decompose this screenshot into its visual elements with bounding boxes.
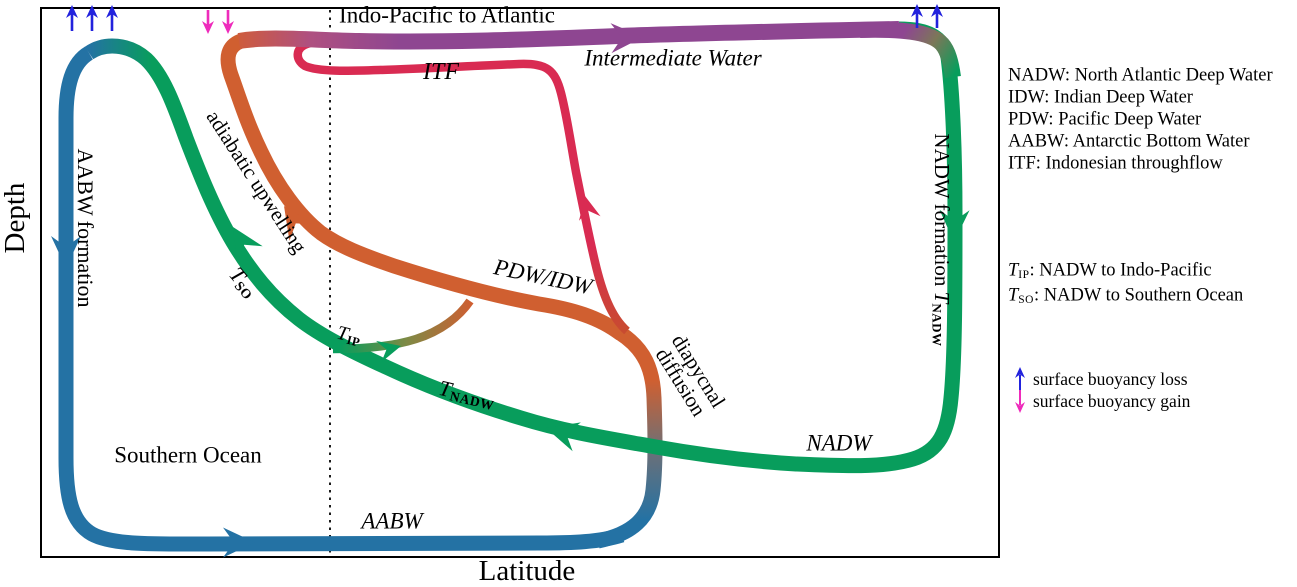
surface-buoyancy-gain-arrows <box>202 10 234 34</box>
purple-green-transition-ribbon <box>859 21 961 79</box>
intermediate-water-arrowhead <box>610 23 643 54</box>
legend-buoyancy-gain: surface buoyancy gain <box>1014 389 1190 413</box>
aabw-ribbon <box>58 46 625 552</box>
legend-abbrev-pdw: PDW: Pacific Deep Water <box>1008 109 1202 130</box>
aabw-bottom-arrowhead <box>223 527 255 558</box>
legend-buoyancy-gain-label: surface buoyancy gain <box>1033 390 1191 411</box>
itf-arrowhead <box>579 196 601 221</box>
down-arrow-icon <box>1015 390 1025 413</box>
diagram-title: Indo-Pacific to Atlantic <box>339 2 555 28</box>
legend-abbrev-itf: ITF: Indonesian throughflow <box>1008 153 1223 174</box>
intermediate-water-label: Intermediate Water <box>584 45 762 71</box>
pdw-idw-upwelling-ribbon <box>220 34 626 341</box>
tso-arrowhead <box>233 227 263 263</box>
intermediate-water-ribbon <box>237 21 900 50</box>
surface-buoyancy-loss-arrows <box>66 4 943 31</box>
legend-abbrev-aabw: AABW: Antarctic Bottom Water <box>1008 131 1250 152</box>
y-axis-label: Depth <box>0 182 32 254</box>
up-arrow-icon <box>1015 367 1025 390</box>
legend-buoyancy-loss-label: surface buoyancy loss <box>1033 368 1188 389</box>
nadw-formation-label: NADW formation TNADW <box>929 133 954 347</box>
legend-abbrev-nadw: NADW: North Atlantic Deep Water <box>1008 65 1273 86</box>
x-axis-label: Latitude <box>478 555 576 587</box>
nadw-ribbon <box>84 21 963 474</box>
legend-tso: TSO: NADW to Southern Ocean <box>1008 285 1244 306</box>
nadw-formation-arrowhead <box>939 209 970 242</box>
nadw-label: NADW <box>806 430 872 456</box>
legend-buoyancy-loss: surface buoyancy loss <box>1014 367 1188 391</box>
tip-branch-arrowhead <box>376 340 401 363</box>
legend-abbrev-idw: IDW: Indian Deep Water <box>1008 87 1193 108</box>
tip-branch-ribbon <box>332 298 474 354</box>
southern-ocean-label: Southern Ocean <box>114 442 262 468</box>
aabw-formation-arrowhead <box>51 236 81 268</box>
legend-tip: TIP: NADW to Indo-Pacific <box>1008 260 1212 281</box>
aabw-label: AABW <box>361 508 423 534</box>
plot-border <box>40 7 1000 558</box>
tnadw-arrowhead <box>546 422 581 452</box>
itf-ribbon <box>293 36 630 335</box>
itf-label: ITF <box>423 58 459 85</box>
adiabatic-upwelling-arrowhead <box>284 206 315 241</box>
aabw-formation-label: AABW formation <box>73 148 99 308</box>
